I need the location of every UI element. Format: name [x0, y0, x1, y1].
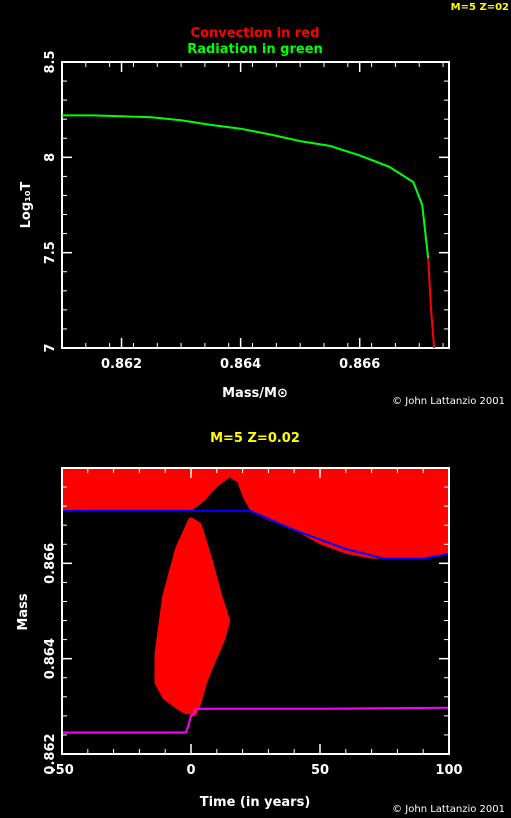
x-axis-label: Time (in years): [200, 795, 311, 810]
chart-title-convection: Convection in red: [191, 26, 320, 41]
credit-text: © John Lattanzio 2001: [392, 804, 505, 815]
plot-frame: [61, 61, 450, 349]
y-tick-label: 7.5: [43, 241, 58, 264]
x-tick-label: 50: [311, 763, 329, 778]
credit-text: © John Lattanzio 2001: [392, 396, 505, 407]
series-line: [427, 258, 436, 349]
kippenhahn-chart: M=5 Z=0.02 -50 0 50 100 0.862 0.864 0.866 Time…: [16, 431, 505, 815]
y-tick-label: 7: [43, 343, 58, 352]
corner-tag: M=5 Z=02: [451, 2, 509, 13]
y-tick-label: 0.862: [43, 733, 58, 774]
axis-ticks: -50 0 50 100 0.862 0.864 0.866: [43, 467, 463, 778]
series-group: [62, 468, 449, 734]
y-tick-label: 8.5: [43, 50, 58, 73]
x-axis-label: Mass/M⊙: [222, 386, 288, 401]
x-tick-label: 100: [435, 763, 462, 778]
chart-title-radiation: Radiation in green: [187, 42, 323, 57]
plot-frame: [61, 467, 450, 755]
chart-title: M=5 Z=0.02: [210, 431, 300, 446]
axis-ticks: 0.862 0.864 0.866 7 7.5 8 8.5: [43, 50, 449, 372]
x-tick-label: 0.862: [101, 357, 142, 372]
temperature-profile-chart: Convection in red Radiation in green 0.8…: [19, 26, 505, 407]
helium-shell-line: [62, 706, 449, 734]
y-tick-label: 0.866: [43, 543, 58, 584]
intershell-convection-area: [154, 517, 231, 717]
y-tick-label: 0.864: [43, 638, 58, 679]
series-group: [62, 114, 436, 349]
x-tick-label: 0.866: [339, 357, 380, 372]
y-axis-label: Mass: [16, 593, 31, 630]
hydrogen-shell-line: [62, 509, 449, 560]
x-tick-label: 0: [186, 763, 195, 778]
y-tick-label: 8: [43, 153, 58, 162]
x-tick-label: -50: [50, 763, 74, 778]
x-tick-label: 0.864: [220, 357, 261, 372]
series-line: [62, 114, 430, 259]
y-axis-label: Log₁₀T: [19, 181, 34, 228]
